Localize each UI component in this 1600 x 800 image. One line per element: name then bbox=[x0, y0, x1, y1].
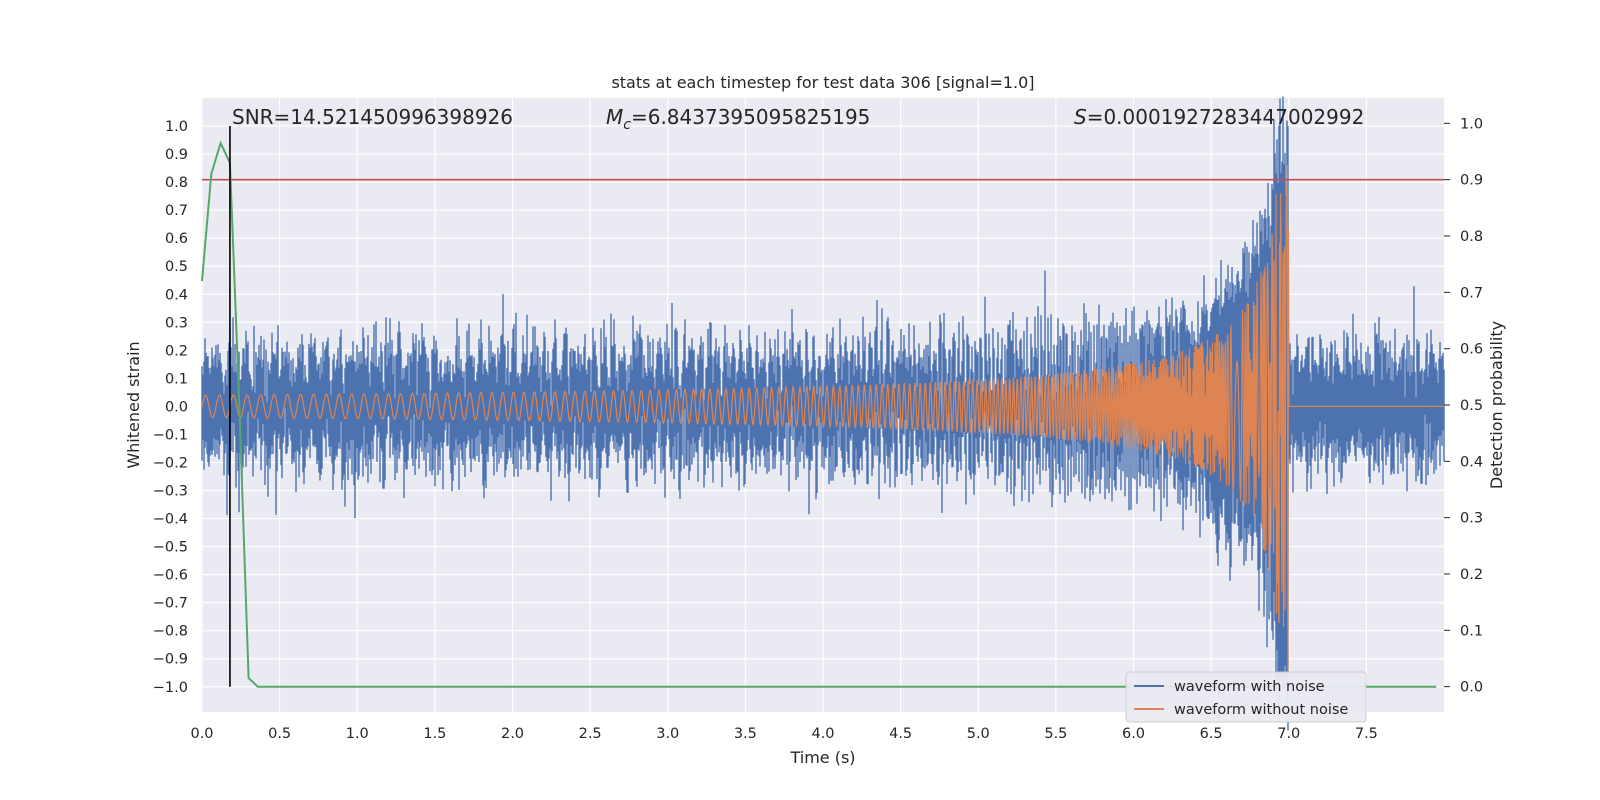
chirp-mass-symbol: M bbox=[606, 105, 623, 129]
legend-box bbox=[1125, 671, 1367, 723]
x-tick-label: 5.5 bbox=[1044, 726, 1067, 742]
y-tick-label-right: 0.1 bbox=[1460, 623, 1483, 639]
y-tick-label-left: −0.2 bbox=[153, 455, 188, 471]
y-tick-label-right: 0.8 bbox=[1460, 229, 1483, 245]
x-tick-label: 7.5 bbox=[1355, 726, 1378, 742]
y-axis-label-left: Whitened strain bbox=[124, 341, 143, 468]
x-tick-label: 4.0 bbox=[811, 726, 834, 742]
y-tick-label-left: 0.4 bbox=[165, 287, 188, 303]
x-tick-label: 1.0 bbox=[346, 726, 369, 742]
y-tick-label-right: 1.0 bbox=[1460, 116, 1483, 132]
x-tick-label: 1.5 bbox=[423, 726, 446, 742]
x-axis-label: Time (s) bbox=[789, 748, 855, 767]
chirp-mass-annotation: Mc=6.8437395095825195 bbox=[606, 105, 870, 133]
y-tick-label-right: 0.2 bbox=[1460, 567, 1483, 583]
x-tick-label: 3.5 bbox=[734, 726, 757, 742]
y-axis-label-right: Detection probability bbox=[1487, 321, 1506, 489]
x-tick-label: 0.5 bbox=[268, 726, 291, 742]
x-tick-label: 0.0 bbox=[190, 726, 213, 742]
y-tick-label-left: 0.5 bbox=[165, 259, 188, 275]
y-tick-label-right: 0.4 bbox=[1460, 454, 1483, 470]
y-tick-label-left: −0.6 bbox=[153, 568, 188, 584]
x-tick-label: 5.0 bbox=[967, 726, 990, 742]
y-tick-label-left: 0.1 bbox=[165, 371, 188, 387]
x-tick-label: 6.0 bbox=[1122, 726, 1145, 742]
detection-probability-line bbox=[201, 140, 1437, 688]
x-tick-label: 4.5 bbox=[889, 726, 912, 742]
snr-annotation: SNR=14.521450996398926 bbox=[232, 105, 513, 129]
y-tick-label-right: 0.9 bbox=[1460, 173, 1483, 189]
y-tick-label-left: 0.2 bbox=[165, 343, 188, 359]
chirp-mass-value: =6.8437395095825195 bbox=[631, 105, 870, 129]
y-tick-label-right: 0.6 bbox=[1460, 342, 1483, 358]
y-tick-label-left: 0.3 bbox=[165, 315, 188, 331]
x-tick-label: 3.0 bbox=[656, 726, 679, 742]
y-tick-label-left: −0.4 bbox=[153, 512, 188, 528]
y-tick-label-left: −0.9 bbox=[153, 652, 188, 668]
y-tick-label-left: −1.0 bbox=[153, 680, 188, 696]
chirp-mass-subscript: c bbox=[623, 117, 631, 133]
y-tick-label-left: 0.8 bbox=[165, 175, 188, 191]
y-tick-label-left: −0.5 bbox=[153, 540, 188, 556]
y-tick-label-left: 0.0 bbox=[165, 399, 188, 415]
y-tick-label-right: 0.5 bbox=[1460, 398, 1483, 414]
y-tick-label-right: 0.7 bbox=[1460, 285, 1483, 301]
s-annotation: S=0.0001927283447002992 bbox=[1074, 105, 1364, 129]
x-tick-label: 2.0 bbox=[501, 726, 524, 742]
y-tick-label-right: 0.3 bbox=[1460, 511, 1483, 527]
waveform-without-noise-line bbox=[201, 165, 1444, 685]
y-tick-label-left: −0.3 bbox=[153, 484, 188, 500]
y-tick-label-left: 0.9 bbox=[165, 147, 188, 163]
y-tick-label-right: 0.0 bbox=[1460, 680, 1483, 696]
x-tick-label: 2.5 bbox=[579, 726, 602, 742]
legend-entry: waveform with noise bbox=[1174, 679, 1325, 695]
y-tick-label-left: 0.7 bbox=[165, 203, 188, 219]
y-tick-label-left: −0.1 bbox=[153, 427, 188, 443]
x-tick-label: 6.5 bbox=[1200, 726, 1223, 742]
y-tick-label-left: −0.7 bbox=[153, 596, 188, 612]
y-tick-label-left: 1.0 bbox=[165, 119, 188, 135]
y-tick-label-left: −0.8 bbox=[153, 624, 188, 640]
x-tick-label: 7.0 bbox=[1277, 726, 1300, 742]
s-symbol: S bbox=[1074, 105, 1087, 129]
y-tick-label-left: 0.6 bbox=[165, 231, 188, 247]
legend-entry: waveform without noise bbox=[1174, 702, 1348, 718]
chart-title: stats at each timestep for test data 306… bbox=[611, 73, 1034, 92]
s-value: =0.0001927283447002992 bbox=[1087, 105, 1365, 129]
